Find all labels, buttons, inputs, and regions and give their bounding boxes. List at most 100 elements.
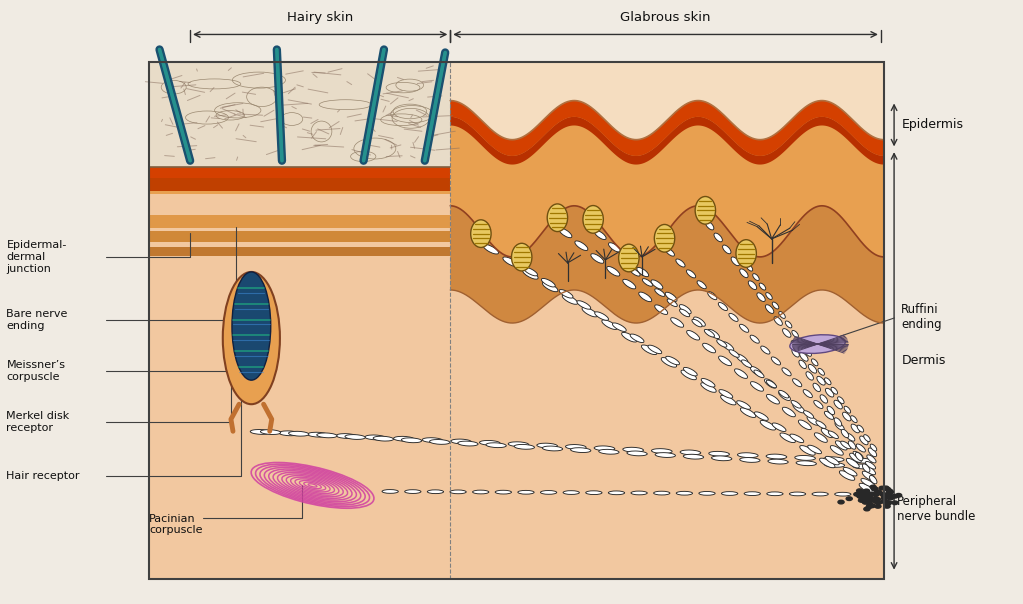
Ellipse shape bbox=[814, 433, 828, 442]
Ellipse shape bbox=[630, 269, 640, 276]
Circle shape bbox=[865, 493, 872, 497]
Ellipse shape bbox=[856, 444, 865, 452]
Circle shape bbox=[868, 496, 874, 500]
Ellipse shape bbox=[537, 443, 558, 448]
Ellipse shape bbox=[793, 379, 802, 387]
Text: Hair receptor: Hair receptor bbox=[6, 471, 80, 481]
Ellipse shape bbox=[748, 281, 757, 289]
Ellipse shape bbox=[563, 295, 578, 304]
Ellipse shape bbox=[623, 279, 635, 289]
Ellipse shape bbox=[680, 450, 701, 455]
Circle shape bbox=[862, 494, 869, 497]
Ellipse shape bbox=[813, 400, 822, 408]
Ellipse shape bbox=[630, 334, 644, 342]
Ellipse shape bbox=[652, 449, 672, 454]
Ellipse shape bbox=[405, 490, 420, 493]
Ellipse shape bbox=[869, 448, 877, 457]
Ellipse shape bbox=[816, 376, 826, 385]
Ellipse shape bbox=[760, 420, 775, 430]
Ellipse shape bbox=[790, 492, 806, 496]
Ellipse shape bbox=[471, 220, 491, 248]
Ellipse shape bbox=[457, 441, 478, 446]
Circle shape bbox=[868, 499, 874, 503]
Ellipse shape bbox=[740, 269, 748, 278]
Ellipse shape bbox=[740, 458, 760, 462]
Ellipse shape bbox=[855, 452, 862, 461]
Ellipse shape bbox=[337, 434, 357, 439]
Ellipse shape bbox=[279, 431, 300, 435]
Circle shape bbox=[884, 502, 890, 506]
Ellipse shape bbox=[871, 444, 877, 451]
Ellipse shape bbox=[836, 441, 847, 450]
Circle shape bbox=[892, 495, 898, 498]
Ellipse shape bbox=[483, 245, 498, 254]
Circle shape bbox=[886, 501, 892, 504]
Polygon shape bbox=[450, 206, 884, 323]
Ellipse shape bbox=[803, 390, 812, 397]
Circle shape bbox=[872, 487, 878, 490]
Ellipse shape bbox=[586, 491, 602, 495]
Circle shape bbox=[892, 501, 898, 504]
Ellipse shape bbox=[627, 451, 648, 456]
Ellipse shape bbox=[834, 400, 842, 409]
Polygon shape bbox=[149, 167, 450, 194]
Circle shape bbox=[895, 493, 901, 497]
Ellipse shape bbox=[623, 448, 643, 452]
Ellipse shape bbox=[812, 492, 829, 496]
Ellipse shape bbox=[824, 457, 844, 461]
Ellipse shape bbox=[853, 451, 863, 459]
Text: Ruffini
ending: Ruffini ending bbox=[901, 303, 942, 331]
Ellipse shape bbox=[757, 293, 765, 301]
Ellipse shape bbox=[780, 433, 796, 443]
Circle shape bbox=[882, 500, 888, 503]
Ellipse shape bbox=[609, 491, 625, 495]
Text: Pacinian
corpuscle: Pacinian corpuscle bbox=[149, 513, 203, 535]
Ellipse shape bbox=[571, 448, 591, 452]
Ellipse shape bbox=[798, 420, 811, 429]
Text: Merkel disk
receptor: Merkel disk receptor bbox=[6, 411, 70, 433]
Ellipse shape bbox=[857, 425, 863, 432]
Ellipse shape bbox=[683, 367, 698, 376]
Ellipse shape bbox=[594, 230, 606, 240]
Ellipse shape bbox=[863, 435, 871, 442]
Ellipse shape bbox=[692, 320, 702, 327]
Ellipse shape bbox=[783, 329, 791, 337]
Ellipse shape bbox=[722, 245, 731, 254]
Ellipse shape bbox=[699, 492, 715, 495]
Ellipse shape bbox=[862, 471, 876, 481]
Circle shape bbox=[887, 490, 893, 494]
Ellipse shape bbox=[800, 353, 808, 361]
Ellipse shape bbox=[594, 446, 615, 451]
Ellipse shape bbox=[741, 408, 756, 417]
Ellipse shape bbox=[849, 453, 861, 463]
Ellipse shape bbox=[798, 340, 805, 347]
Ellipse shape bbox=[768, 459, 788, 464]
Ellipse shape bbox=[665, 292, 677, 301]
Ellipse shape bbox=[863, 466, 876, 475]
Ellipse shape bbox=[834, 418, 842, 426]
Ellipse shape bbox=[638, 292, 652, 301]
Ellipse shape bbox=[563, 490, 579, 495]
Ellipse shape bbox=[772, 423, 786, 431]
Ellipse shape bbox=[761, 346, 770, 354]
Ellipse shape bbox=[792, 330, 798, 338]
Ellipse shape bbox=[808, 445, 821, 454]
Ellipse shape bbox=[825, 463, 845, 467]
Polygon shape bbox=[149, 178, 450, 190]
Ellipse shape bbox=[524, 268, 537, 276]
Ellipse shape bbox=[667, 299, 677, 307]
Ellipse shape bbox=[703, 343, 716, 353]
Polygon shape bbox=[450, 101, 884, 156]
Ellipse shape bbox=[622, 332, 637, 342]
Circle shape bbox=[858, 499, 864, 502]
Ellipse shape bbox=[843, 412, 851, 421]
Ellipse shape bbox=[694, 317, 706, 326]
Circle shape bbox=[862, 501, 869, 504]
Ellipse shape bbox=[843, 467, 857, 476]
Text: Glabrous skin: Glabrous skin bbox=[620, 11, 711, 24]
Ellipse shape bbox=[523, 269, 538, 279]
Ellipse shape bbox=[820, 395, 828, 403]
Ellipse shape bbox=[813, 383, 820, 391]
Ellipse shape bbox=[826, 457, 839, 465]
Circle shape bbox=[875, 498, 881, 501]
